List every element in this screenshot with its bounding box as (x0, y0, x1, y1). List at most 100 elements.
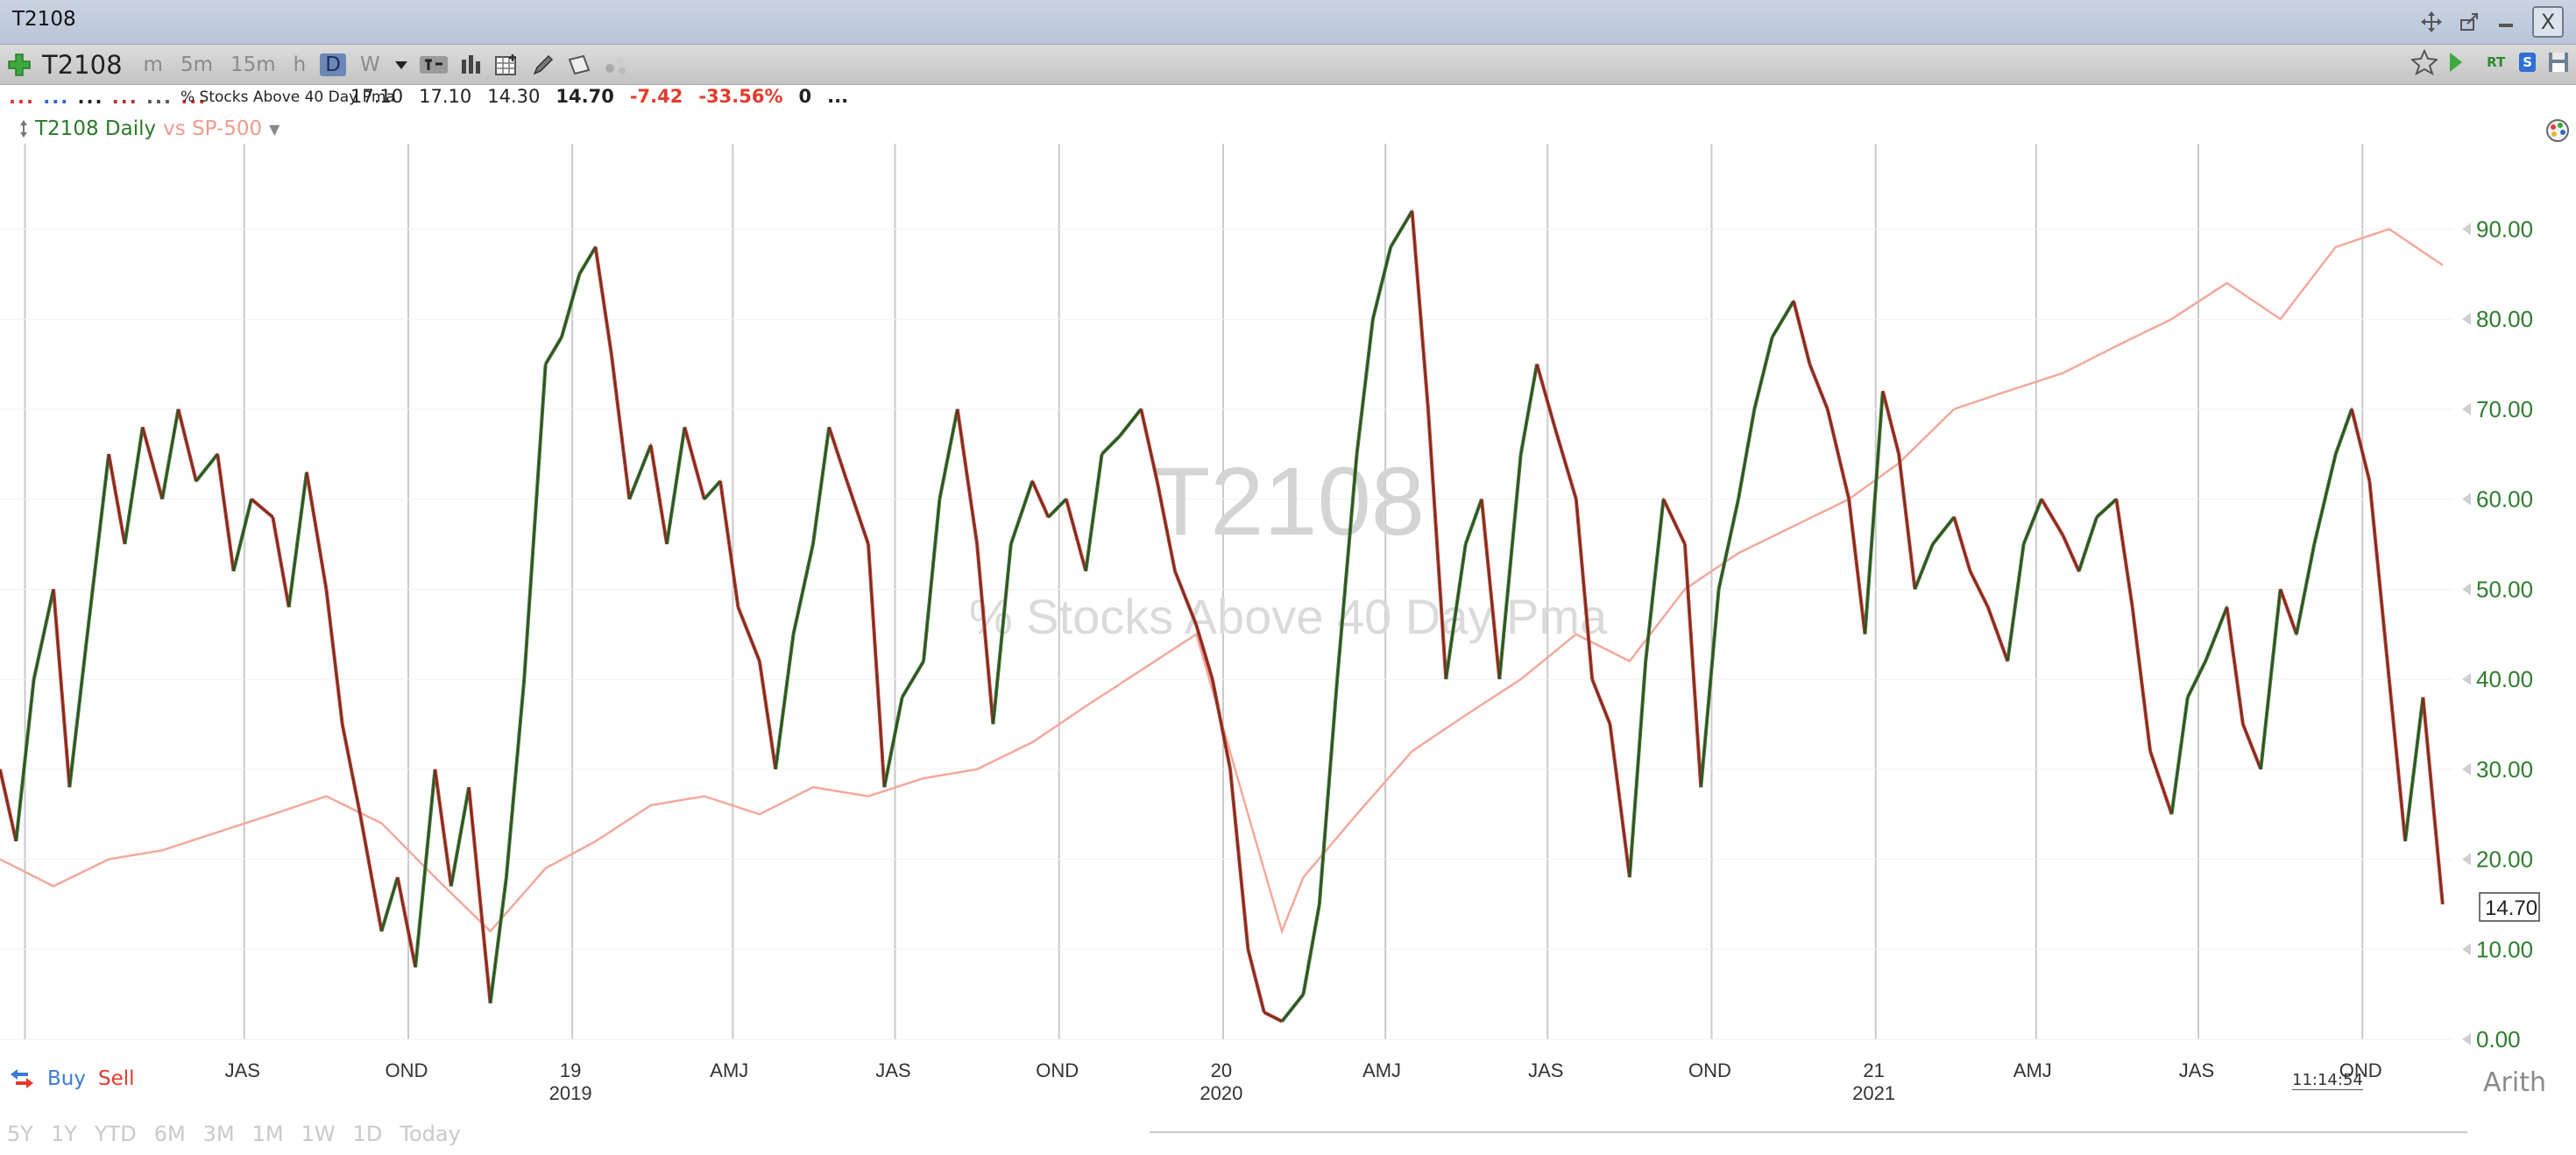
x-tick-label: OND (1688, 1059, 1731, 1081)
realtime-label[interactable]: RT (2487, 54, 2506, 70)
last-value: 14.70 (556, 86, 614, 107)
color-dots[interactable]: ... ... ... ... ... ... (9, 87, 208, 108)
minimize-icon[interactable] (2495, 11, 2516, 32)
y-tick-label: 0.00 (2476, 1026, 2521, 1052)
notes-icon[interactable] (566, 53, 592, 77)
sp500-series (0, 228, 2444, 935)
change-percent: -33.56% (698, 86, 783, 107)
interval-dropdown-icon[interactable] (394, 60, 408, 70)
bars-icon[interactable] (459, 53, 484, 77)
interval-weekly[interactable]: W (359, 53, 380, 76)
x-tick-label: AMJ (1362, 1059, 1401, 1081)
low-value: 14.30 (487, 86, 541, 107)
settings-s-button[interactable]: S (2519, 53, 2536, 72)
buy-button[interactable]: Buy (47, 1067, 86, 1090)
y-tick-label: 30.00 (2476, 756, 2533, 783)
x-tick-label: JAS (2179, 1059, 2214, 1081)
indicator-name: % Stocks Above 40 Day Pma (180, 89, 395, 106)
t2108-series (0, 209, 2445, 1024)
watermark-name: % Stocks Above 40 Day Pma (969, 589, 1608, 644)
range-5y[interactable]: 5Y (7, 1122, 33, 1146)
y-tick-marker (2462, 583, 2471, 596)
x-tick-label: 19 (560, 1059, 581, 1081)
range-3m[interactable]: 3M (202, 1122, 235, 1146)
symbol-input[interactable]: T2108 (42, 50, 123, 80)
chart-legend[interactable]: T2108 Daily vs SP-500 ▼ (19, 117, 280, 140)
last-value-box (2479, 892, 2540, 922)
y-tick-marker (2462, 223, 2471, 236)
chart-type-icon[interactable] (419, 53, 449, 77)
sp500-line (0, 228, 2444, 935)
y-tick-marker (2462, 943, 2471, 956)
x-tick-label: OND (2339, 1059, 2382, 1081)
color-palette-icon[interactable] (2544, 117, 2571, 144)
save-icon[interactable] (2546, 50, 2571, 74)
x-tick-label: JAS (875, 1059, 910, 1081)
legend-dropdown-icon[interactable]: ▼ (269, 120, 280, 138)
realtime-icon[interactable] (2448, 49, 2473, 75)
volume-value: 0 (798, 86, 812, 107)
more-info-button[interactable]: ... (827, 86, 849, 107)
range-1m[interactable]: 1M (251, 1122, 284, 1146)
x-tick-label: AMJ (710, 1059, 748, 1081)
x-year-label: 2019 (549, 1082, 592, 1104)
scale-mode-toggle[interactable]: Arith (2483, 1067, 2546, 1098)
y-tick-marker (2462, 1033, 2471, 1045)
y-tick-marker (2462, 673, 2471, 686)
last-value-label: 14.70 (2485, 896, 2537, 920)
trade-buttons: Buy Sell (9, 1067, 135, 1090)
compare-icon[interactable] (603, 53, 629, 77)
interval-minute[interactable]: m (143, 53, 163, 76)
studies-icon[interactable] (494, 53, 520, 77)
t2108-line (0, 209, 2444, 1023)
x-tick-label: JAS (1528, 1059, 1563, 1081)
legend-main-series[interactable]: T2108 Daily (35, 117, 157, 140)
range-1w[interactable]: 1W (301, 1122, 336, 1146)
x-tick-label: 20 (1211, 1059, 1232, 1081)
watermark-symbol: T2108 (1151, 448, 1425, 556)
price-axis: 0.00 10.00 20.00 30.00 40.00 50.00 60.00 70.00 8… (2462, 216, 2540, 1052)
interval-daily[interactable]: D (320, 53, 346, 76)
y-tick-label: 40.00 (2476, 666, 2533, 692)
quote-info-bar: ... ... ... ... ... ... % Stocks Above 4… (0, 85, 2576, 111)
trade-arrows-icon[interactable] (9, 1067, 35, 1090)
link-icon[interactable] (2459, 11, 2480, 32)
chart-grid (0, 144, 2453, 1040)
y-tick-label: 50.00 (2476, 576, 2533, 602)
y-tick-label: 10.00 (2476, 936, 2533, 962)
x-year-label: 2021 (1852, 1082, 1895, 1104)
interval-15m[interactable]: 15m (230, 53, 276, 76)
range-6m[interactable]: 6M (153, 1122, 186, 1146)
change-value: -7.42 (629, 86, 683, 107)
time-axis: JAS OND 19 AMJ JAS OND 20 AMJ JAS OND 21 AMJ JAS OND 2… (225, 1059, 2382, 1104)
move-icon[interactable] (2420, 11, 2443, 33)
x-tick-label: OND (1036, 1059, 1079, 1081)
interval-5m[interactable]: 5m (180, 53, 213, 76)
time-range-bar: 5Y 1Y YTD 6M 3M 1M 1W 1D Today (7, 1122, 461, 1146)
interval-hour[interactable]: h (293, 53, 307, 76)
range-1d[interactable]: 1D (352, 1122, 383, 1146)
price-chart[interactable]: T2108 % Stocks Above 40 Day Pma 0.00 10.0… (0, 140, 2576, 1113)
y-tick-marker (2462, 313, 2471, 326)
legend-drag-icon[interactable] (19, 119, 28, 138)
sell-button[interactable]: Sell (97, 1067, 135, 1090)
legend-compare-series[interactable]: vs SP-500 (163, 117, 263, 140)
y-tick-label: 20.00 (2476, 847, 2533, 873)
range-today[interactable]: Today (400, 1122, 461, 1146)
x-year-label: 2020 (1200, 1082, 1242, 1104)
y-tick-marker (2462, 492, 2471, 506)
window-title: T2108 (12, 8, 76, 31)
range-1y[interactable]: 1Y (50, 1122, 77, 1146)
y-tick-label: 80.00 (2476, 306, 2533, 332)
time-scrollbar[interactable] (1150, 1131, 2467, 1133)
y-tick-marker (2462, 853, 2471, 866)
x-tick-label: OND (386, 1059, 428, 1081)
favorite-star-icon[interactable] (2411, 49, 2438, 75)
y-tick-marker (2462, 762, 2471, 776)
close-icon[interactable]: X (2532, 6, 2564, 38)
high-value: 17.10 (419, 86, 472, 107)
add-icon[interactable] (7, 53, 32, 77)
draw-icon[interactable] (531, 53, 556, 77)
y-tick-label: 70.00 (2476, 396, 2533, 422)
range-ytd[interactable]: YTD (94, 1122, 137, 1146)
